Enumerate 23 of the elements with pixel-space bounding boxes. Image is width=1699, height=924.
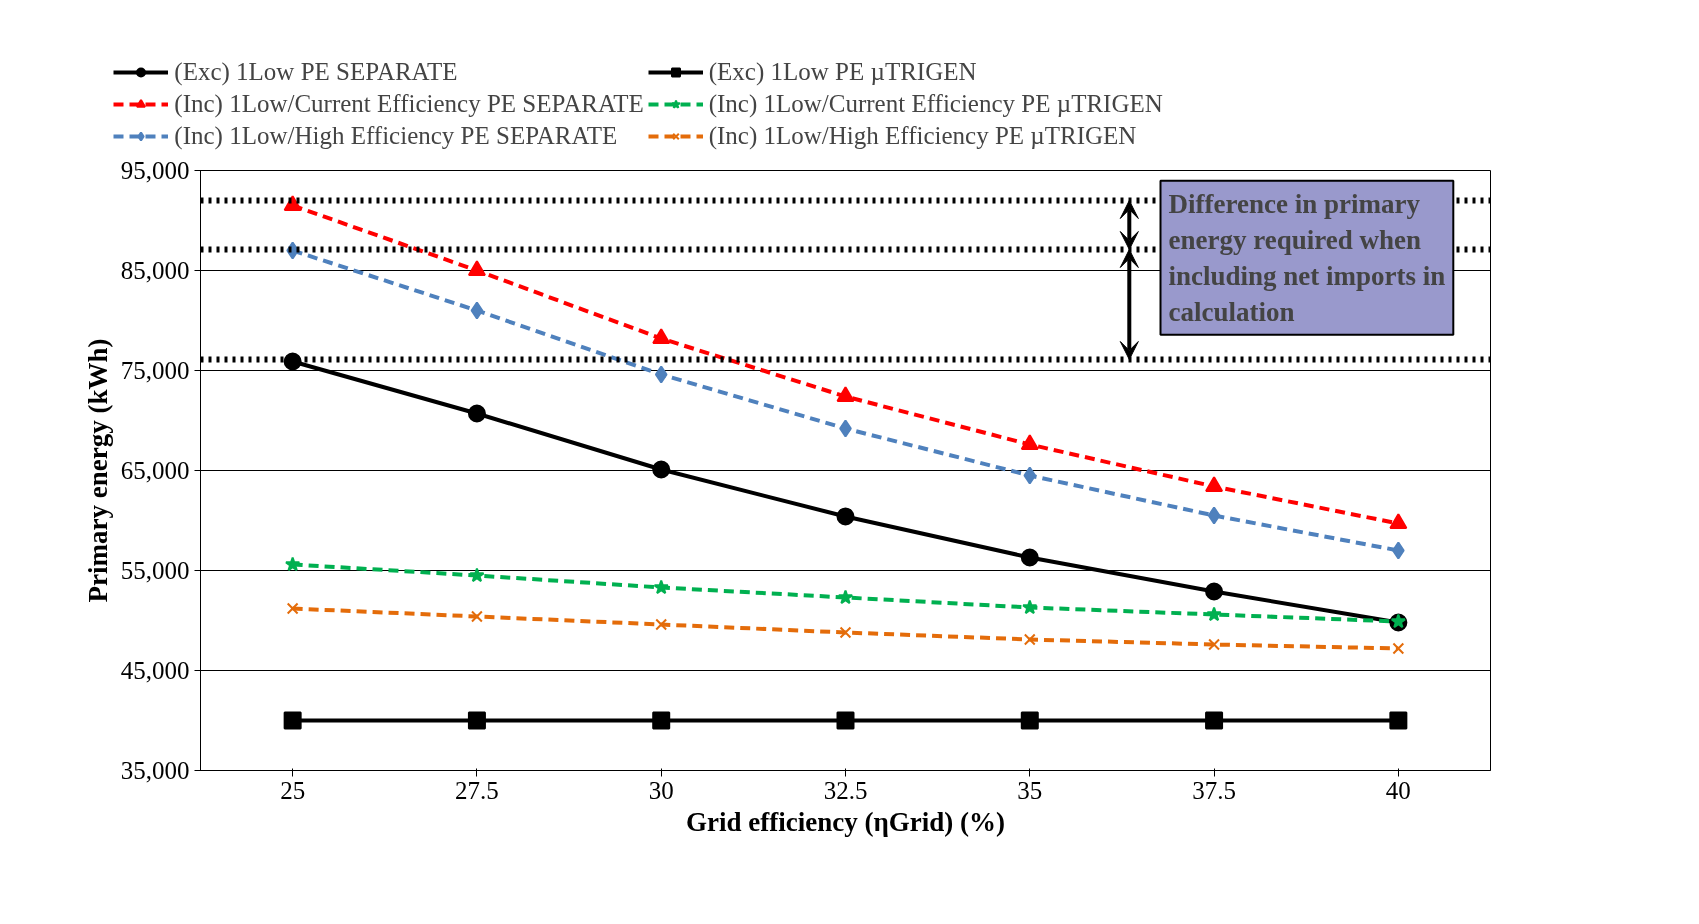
y-tick-label: 55,000 xyxy=(120,557,190,584)
legend-label: (Exc) 1Low PE µTRIGEN xyxy=(708,58,977,86)
x-tick-label: 37.5 xyxy=(1192,776,1236,804)
x-tick-label: 32.5 xyxy=(823,776,868,804)
y-tick-label: 75,000 xyxy=(120,357,190,384)
y-tick-label: 95,000 xyxy=(120,157,190,184)
y-tick-label: 65,000 xyxy=(120,457,190,484)
x-tick-label: 30 xyxy=(648,776,674,804)
legend-label: (Exc) 1Low PE SEPARATE xyxy=(174,58,458,86)
x-tick-label: 35 xyxy=(1017,776,1043,804)
y-tick-label: 45,000 xyxy=(120,657,190,684)
legend-label: (Inc) 1Low/Current Efficiency PE SEPARATE xyxy=(174,90,644,118)
x-tick-label: 25 xyxy=(280,776,306,804)
legend-label: (Inc) 1Low/Current Efficiency PE µTRIGEN xyxy=(708,90,1163,118)
y-tick-label: 35,000 xyxy=(120,757,190,784)
legend-label: (Inc) 1Low/High Efficiency PE SEPARATE xyxy=(174,122,618,150)
y-axis-title: Primary energy (kWh) xyxy=(82,338,113,603)
annotation: Difference in primary energy required when including net imports in calculation xyxy=(1168,188,1446,327)
legend-label: (Inc) 1Low/High Efficiency PE µTRIGEN xyxy=(708,122,1137,150)
x-tick-label: 40 xyxy=(1385,776,1411,804)
x-axis-title: Grid efficiency (ηGrid) (%) xyxy=(686,806,1005,837)
y-tick-label: 85,000 xyxy=(120,257,190,284)
x-tick-label: 27.5 xyxy=(455,776,499,804)
